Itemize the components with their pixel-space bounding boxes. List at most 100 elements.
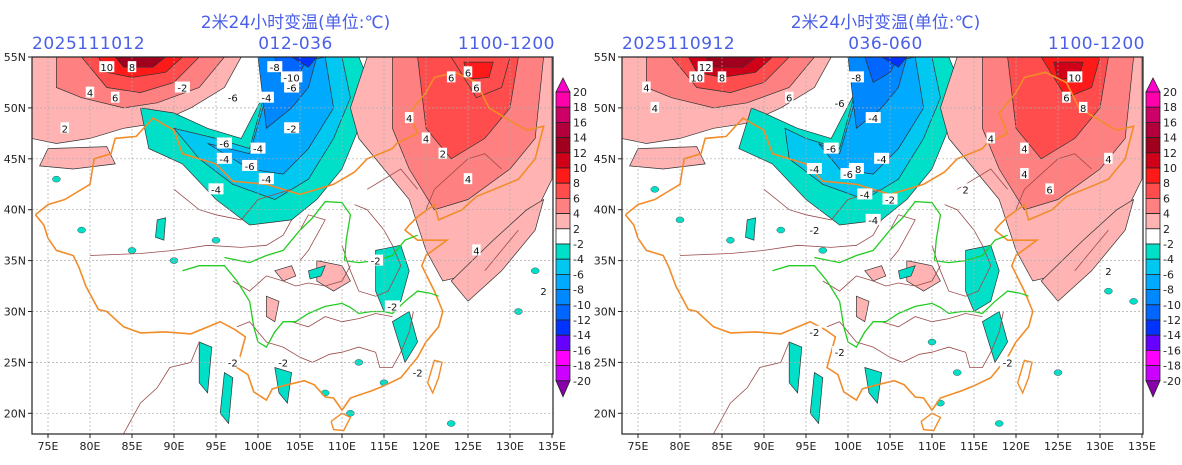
contour-label-text: 8 [1080, 104, 1086, 115]
contour-label-text: 10 [100, 63, 113, 74]
contour-label: -6 [284, 81, 300, 95]
valid-label: 1100-1200 [457, 34, 555, 54]
colorbar-label: -14 [1163, 329, 1181, 342]
map-field: 10 84 62-2-8-10-6-6 -4-6 -4-4-6-4-2-46664442… [32, 57, 553, 434]
colorbar-under-arrow [1145, 380, 1161, 398]
lon-tick-label: 75E [628, 440, 649, 453]
contour-label-bg [284, 122, 300, 134]
contour-label: -8 [848, 162, 864, 176]
temperature-change-map: 10 84 62-2-8-10-6-6 -4-6 -4-4-6-4-2-46664442… [4, 51, 591, 453]
colorbar-under-arrow [555, 380, 571, 398]
panel-right: 2米24小时变温(单位:℃) 2025110912 036-060 1100-1… [590, 0, 1181, 465]
contour-label: -6 [823, 142, 839, 156]
contour-label-bg [225, 91, 241, 103]
init-time: 2025110912 [622, 34, 736, 54]
contour-label-bg [438, 147, 448, 159]
colorbar-segment [555, 213, 571, 230]
contour-label: 2 [438, 147, 448, 161]
province-border [425, 153, 502, 210]
contour-label-text: 2 [540, 287, 546, 298]
contour-label: -2 [832, 346, 848, 359]
colorbar-segment [555, 91, 571, 108]
forecast-range: 012-036 [258, 34, 333, 54]
colorbar-segment [555, 106, 571, 123]
speckle [1129, 298, 1138, 305]
colorbar-segment [1145, 334, 1161, 351]
colorbar-segment [1145, 122, 1161, 139]
contour-label-text: 6 [1063, 94, 1069, 105]
contour-label: -4 [258, 173, 274, 186]
contour-label-text: 4 [652, 104, 658, 115]
contour-label-text: -6 [287, 84, 297, 95]
contour-label: -6 [216, 137, 232, 151]
contour-label-bg [1000, 356, 1016, 368]
lat-tick-label: 45N [4, 153, 26, 166]
colorbar-label: 16 [573, 116, 587, 129]
colorbar-segment [555, 365, 571, 382]
colorbar-segment [555, 137, 571, 154]
contour-label: -4 [865, 213, 881, 227]
contour-label-bg [275, 356, 291, 368]
contour-label-bg [463, 173, 473, 185]
colorbar-label: -12 [573, 314, 591, 327]
contour-label-text: -8 [851, 73, 861, 84]
contour-label: 8 [127, 61, 137, 74]
contour-label: -2 [1000, 356, 1016, 369]
contour-label-bg [280, 71, 303, 83]
contour-label-text: 6 [448, 73, 454, 84]
contour-label: 8 [1078, 101, 1088, 115]
lat-tick-label: 20N [4, 407, 26, 420]
colorbar-segment [1145, 197, 1161, 214]
colorbar-segment [1145, 152, 1161, 169]
contour-label-text: -6 [228, 94, 238, 105]
contour-label: -4 [857, 188, 873, 201]
contour-label-bg [539, 285, 548, 297]
province-border [713, 341, 790, 434]
lon-tick-label: 95E [206, 440, 227, 453]
contour-label-bg [472, 244, 481, 256]
cold-patch [391, 310, 418, 364]
contour-label: 10 [689, 71, 705, 84]
colorbar-segment [1145, 91, 1161, 108]
map-frame [621, 56, 1144, 435]
contour-label-text: -2 [809, 328, 819, 339]
contour-label-text: -4 [860, 190, 870, 201]
init-time: 2025111012 [32, 34, 146, 54]
colorbar: 20 18 16 14 12 10 8 6 4 2 -2 -4 -6 -8 -10 -12 -14 -16 -18 -… [1145, 77, 1181, 398]
lon-tick-label: 95E [796, 440, 817, 453]
valid-label: 1100-1200 [1047, 34, 1145, 54]
colorbar-label: -20 [1163, 375, 1181, 388]
contour-label: -2 [284, 122, 300, 135]
contour-label-text: -6 [843, 170, 853, 181]
colorbar-segment [555, 122, 571, 139]
speckle [995, 420, 1004, 427]
contour-label: 6 [1062, 91, 1071, 105]
colorbar-segment [1145, 228, 1161, 245]
contour-label-bg [404, 112, 414, 124]
lat-tick-label: 30N [594, 306, 616, 319]
country-border [624, 71, 1135, 412]
country-border [34, 71, 545, 412]
contour-label: 4 [404, 112, 414, 125]
province-border [822, 265, 941, 292]
contour-label-bg [250, 142, 266, 154]
contour-label-bg [986, 132, 996, 144]
contour-label-bg [806, 224, 822, 236]
colorbar-segment [1145, 304, 1161, 321]
contour-label-text: -8 [851, 165, 861, 176]
contour-label-bg [110, 91, 120, 103]
cold-patch [809, 372, 824, 425]
contour-label-text: -2 [413, 369, 423, 380]
forecast-range: 036-060 [848, 34, 923, 54]
colorbar-label: -8 [573, 284, 584, 297]
speckle [650, 186, 660, 193]
lon-tick-label: 120E [1002, 440, 1030, 453]
contour-label-text: -4 [868, 114, 878, 125]
lat-tick-label: 20N [594, 407, 616, 420]
contour-label: 6 [446, 71, 456, 84]
lon-tick-label: 80E [670, 440, 691, 453]
contour-label: 6 [784, 91, 794, 105]
panel-title: 2米24小时变温(单位:℃) [200, 13, 391, 33]
contour-label-text: -2 [1003, 358, 1013, 369]
